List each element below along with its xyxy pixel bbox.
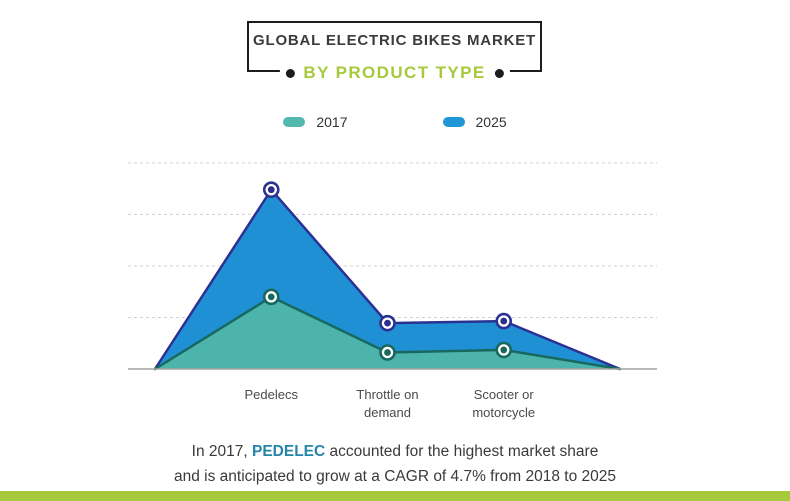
legend-swatch-icon bbox=[442, 117, 465, 127]
x-axis-label-2: Throttle on demand bbox=[356, 387, 419, 420]
legend-item-2025: 2025 bbox=[442, 114, 507, 130]
marker-dot-2017-Throttle on demand bbox=[384, 349, 391, 356]
connector-dot-right-icon bbox=[494, 68, 504, 78]
area-chart bbox=[128, 150, 657, 372]
legend-label: 2017 bbox=[316, 114, 348, 130]
marker-dot-2025-Pedelecs bbox=[267, 186, 275, 194]
x-axis-label-1: Pedelecs bbox=[244, 387, 298, 402]
subtitle-text: BY PRODUCT TYPE bbox=[303, 63, 486, 82]
x-axis-label-3: Scooter or motorcycle bbox=[472, 387, 536, 420]
marker-dot-2017-Scooter or motorcycle bbox=[500, 346, 508, 354]
footer-accent-bar bbox=[0, 491, 790, 501]
x-axis-labels: Pedelecs Throttle on demand Scooter or mot… bbox=[128, 386, 657, 426]
legend-item-2017: 2017 bbox=[283, 114, 348, 130]
marker-dot-2025-Scooter or motorcycle bbox=[500, 317, 508, 325]
footnote: In 2017, PEDELEC accounted for the highe… bbox=[0, 440, 790, 490]
connector-dot-left-icon bbox=[285, 68, 295, 78]
marker-dot-2017-Pedelecs bbox=[267, 293, 275, 301]
footnote-line-2: and is anticipated to grow at a CAGR of … bbox=[173, 467, 616, 485]
title-box: GLOBAL ELECTRIC BIKES MARKET BY PRODUCT … bbox=[247, 21, 542, 83]
legend-label: 2025 bbox=[475, 114, 507, 130]
chart-subtitle: BY PRODUCT TYPE bbox=[279, 63, 510, 83]
chart-canvas bbox=[128, 162, 657, 371]
legend: 2017 2025 bbox=[0, 114, 790, 130]
footnote-line-1: In 2017, PEDELEC accounted for the highe… bbox=[191, 443, 599, 460]
chart-title: GLOBAL ELECTRIC BIKES MARKET bbox=[253, 32, 536, 49]
highlight-pedelec: PEDELEC bbox=[251, 443, 326, 460]
legend-swatch-icon bbox=[283, 117, 306, 127]
marker-dot-2025-Throttle on demand bbox=[384, 319, 391, 327]
